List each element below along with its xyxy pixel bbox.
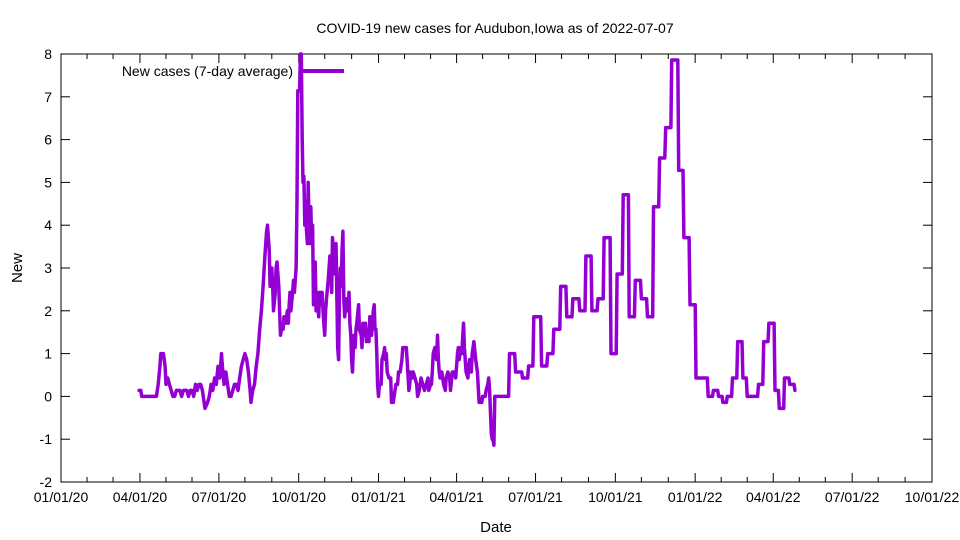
series-line-new-cases bbox=[137, 52, 797, 447]
x-tick-label: 07/01/22 bbox=[825, 489, 880, 505]
chart-title: COVID-19 new cases for Audubon,Iowa as o… bbox=[316, 20, 673, 36]
x-axis-title: Date bbox=[480, 519, 512, 536]
y-axis-title: New bbox=[9, 253, 26, 283]
legend: New cases (7-day average) bbox=[122, 63, 344, 79]
series-layer bbox=[137, 52, 797, 447]
y-tick-label: 4 bbox=[44, 217, 52, 233]
y-tick-label: 7 bbox=[44, 89, 52, 105]
y-tick-label: 8 bbox=[44, 46, 52, 62]
x-tick-label: 01/01/20 bbox=[34, 489, 89, 505]
y-tick-label: 2 bbox=[44, 303, 52, 319]
x-tick-label: 10/01/21 bbox=[588, 489, 643, 505]
x-tick-label: 10/01/22 bbox=[905, 489, 960, 505]
y-tick-label: 5 bbox=[44, 174, 52, 190]
y-tick-label: 1 bbox=[44, 346, 52, 362]
y-tick-label: 3 bbox=[44, 260, 52, 276]
y-axis: -2 -1 0 1 2 3 4 5 6 7 8 bbox=[40, 46, 932, 490]
x-tick-label: 10/01/20 bbox=[271, 489, 326, 505]
x-tick-label: 04/01/21 bbox=[429, 489, 484, 505]
x-tick-label: 01/01/21 bbox=[351, 489, 406, 505]
y-tick-label: -2 bbox=[40, 474, 53, 490]
y-tick-label: -1 bbox=[40, 431, 53, 447]
y-tick-label: 6 bbox=[44, 132, 52, 148]
y-tick-label: 0 bbox=[44, 388, 52, 404]
x-tick-label: 07/01/21 bbox=[508, 489, 563, 505]
plot-frame bbox=[60, 53, 933, 483]
legend-label: New cases (7-day average) bbox=[122, 63, 293, 79]
x-tick-label: 04/01/22 bbox=[746, 489, 801, 505]
x-tick-label: 04/01/20 bbox=[113, 489, 168, 505]
x-tick-label: 07/01/20 bbox=[192, 489, 247, 505]
x-axis: 01/01/20 04/01/20 07/01/20 10/01/20 01/01/21… bbox=[34, 54, 960, 505]
x-tick-label: 01/01/22 bbox=[668, 489, 723, 505]
